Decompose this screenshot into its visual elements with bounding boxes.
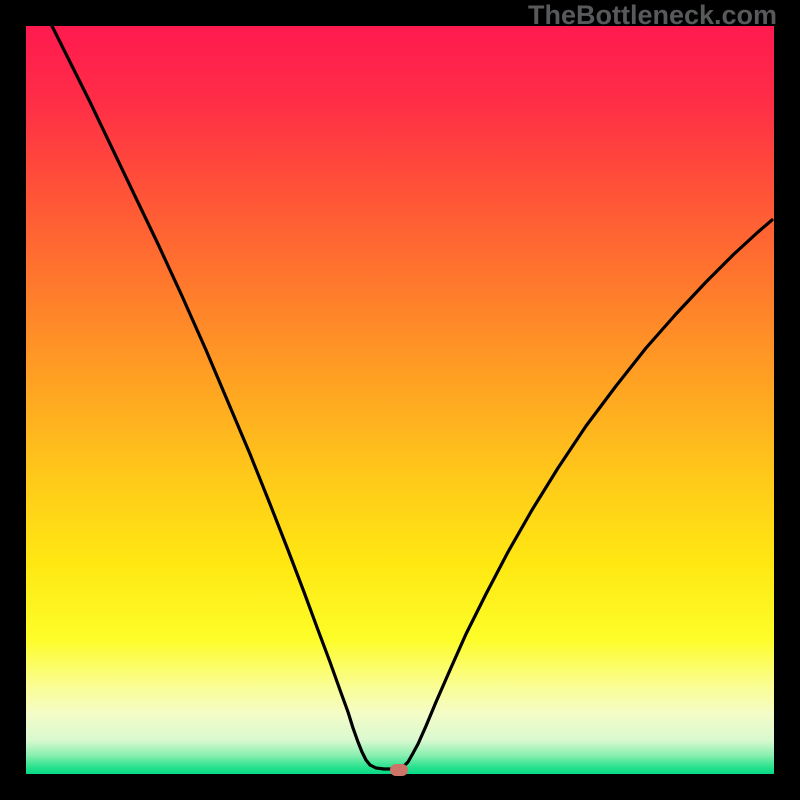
chart-frame: TheBottleneck.com: [0, 0, 800, 800]
bottleneck-curve: [0, 0, 800, 800]
curve-path: [52, 26, 772, 769]
watermark-text: TheBottleneck.com: [528, 0, 777, 31]
optimum-marker: [390, 764, 408, 776]
